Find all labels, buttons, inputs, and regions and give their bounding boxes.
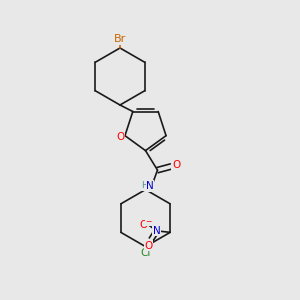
Text: O: O	[144, 241, 152, 251]
Text: N: N	[146, 181, 154, 191]
Text: H: H	[142, 182, 148, 190]
Text: O: O	[139, 220, 147, 230]
Text: O: O	[172, 160, 180, 170]
Text: Cl: Cl	[140, 248, 151, 258]
Text: Br: Br	[114, 34, 126, 44]
Text: O: O	[116, 132, 124, 142]
Text: −: −	[145, 217, 152, 226]
Text: N: N	[153, 226, 160, 236]
